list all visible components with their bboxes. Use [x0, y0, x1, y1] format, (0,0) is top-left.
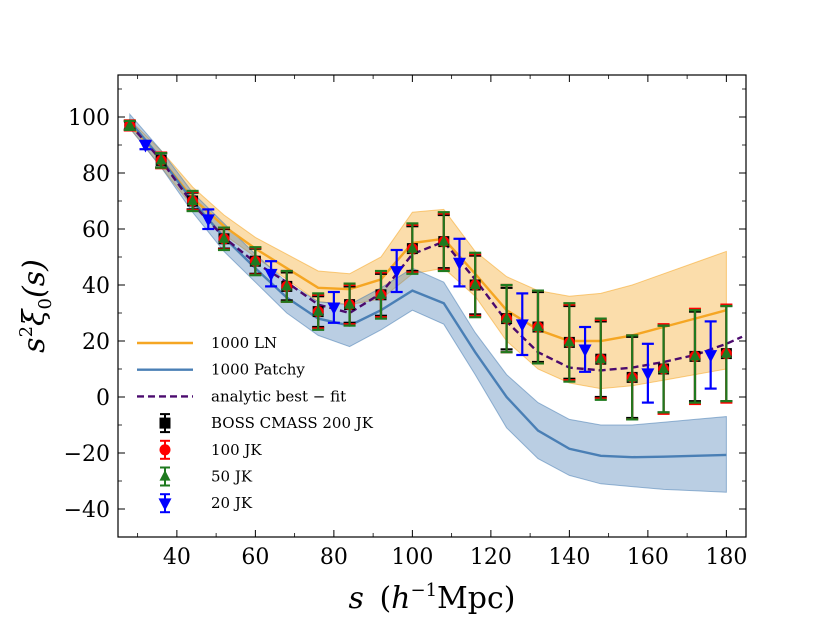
point-jk50	[532, 320, 544, 332]
legend-marker-jk100	[159, 444, 171, 456]
legend-item-jk50: 50 JK	[159, 466, 253, 487]
point-jk50	[187, 194, 199, 206]
point-jk50	[595, 352, 607, 364]
legend-item-ln: 1000 LN	[137, 334, 277, 352]
point-jk20	[704, 350, 718, 363]
y-tick-label: 20	[82, 330, 110, 355]
point-jk50	[501, 312, 513, 323]
x-tick-label: 120	[470, 545, 512, 570]
legend-item-jk20: 20 JK	[158, 493, 253, 514]
point-jk20	[201, 214, 215, 227]
point-jk50	[406, 242, 418, 253]
point-jk50	[658, 362, 670, 374]
x-tick-label: 180	[705, 545, 747, 570]
axis-ticks: 40 60 80 100 120 140 160 180 −40 −20 0 20 40 60 80 100	[64, 75, 747, 570]
point-jk50	[469, 278, 481, 290]
x-axis-label: s (h−1Mpc)	[349, 580, 516, 616]
point-jk50	[218, 232, 230, 243]
legend-label-jk100: 100 JK	[211, 441, 262, 459]
legend-label-jk50: 50 JK	[211, 468, 253, 486]
legend-marker-jk50	[159, 470, 171, 481]
legend-marker-boss	[159, 417, 171, 429]
point-jk50	[155, 154, 167, 165]
legend-label-patchy: 1000 Patchy	[211, 361, 305, 379]
point-jk20	[327, 302, 341, 315]
y-axis-label: s2ξ0(s)	[16, 259, 56, 353]
point-jk20	[515, 319, 529, 332]
legend-label-boss: BOSS CMASS 200 JK	[211, 414, 374, 432]
point-jk50	[563, 336, 575, 347]
point-jk50	[689, 350, 701, 361]
x-tick-label: 40	[163, 545, 191, 570]
series-jk20	[138, 139, 718, 404]
legend-marker-jk20	[158, 498, 172, 511]
point-jk20	[578, 344, 592, 357]
y-tick-label: 40	[82, 274, 110, 299]
point-jk50	[375, 288, 387, 299]
point-jk50	[344, 298, 356, 309]
x-tick-label: 140	[548, 545, 590, 570]
point-jk20	[390, 266, 404, 279]
y-tick-label: 60	[82, 218, 110, 243]
series-jk50	[123, 119, 733, 421]
point-jk20	[641, 368, 655, 381]
y-tick-label: −40	[64, 498, 110, 523]
y-tick-label: 0	[96, 386, 110, 411]
point-jk50	[626, 371, 638, 382]
point-jk20	[452, 257, 466, 271]
legend-item-patchy: 1000 Patchy	[137, 361, 305, 379]
x-tick-label: 80	[320, 545, 348, 570]
y-tick-label: 80	[82, 162, 110, 187]
point-jk50	[281, 280, 293, 291]
y-tick-label: −20	[64, 442, 110, 467]
x-tick-label: 60	[241, 545, 269, 570]
point-jk50	[312, 305, 324, 316]
point-jk20	[138, 140, 152, 153]
x-tick-label: 160	[627, 545, 669, 570]
point-jk20	[264, 268, 278, 282]
point-jk50	[249, 254, 261, 266]
legend: 1000 LN 1000 Patchy analytic best − fit BOS…	[137, 334, 374, 514]
x-tick-label: 100	[391, 545, 433, 570]
point-jk50	[124, 119, 136, 130]
legend-label-jk20: 20 JK	[211, 494, 253, 512]
y-tick-label: 100	[68, 106, 110, 131]
legend-item-jk100: 100 JK	[159, 439, 262, 460]
legend-item-boss: BOSS CMASS 200 JK	[159, 413, 374, 434]
error-bar-series	[123, 119, 733, 421]
plot-frame	[117, 74, 747, 538]
point-jk50	[720, 347, 732, 358]
legend-item-fit: analytic best − fit	[137, 387, 346, 405]
legend-label-ln: 1000 LN	[211, 334, 277, 352]
point-jk50	[438, 235, 450, 246]
legend-label-fit: analytic best − fit	[211, 387, 346, 405]
